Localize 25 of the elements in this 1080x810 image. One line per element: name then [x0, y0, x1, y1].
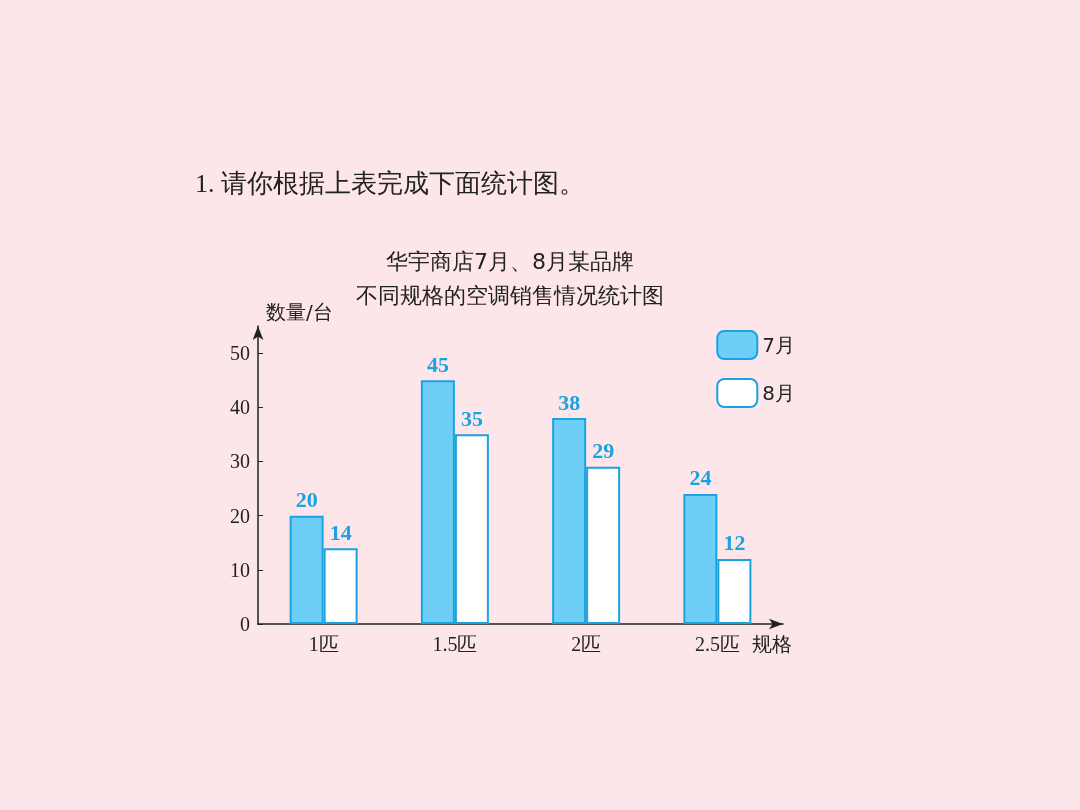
- data-label: 45: [426, 351, 449, 377]
- text: 1. 请你根据上表完成下面统计图。: [195, 168, 585, 198]
- x-tick-label: 2.5匹: [694, 633, 740, 655]
- y-tick-label: 20: [230, 504, 250, 527]
- data-label: 29: [592, 438, 615, 464]
- data-label: 14: [329, 519, 352, 545]
- data-label: 20: [295, 487, 318, 513]
- y-tick-label: 10: [230, 558, 250, 581]
- y-tick-label: 50: [230, 342, 250, 365]
- y-tick-label: 40: [230, 396, 250, 419]
- y-tick-label: 30: [230, 450, 250, 473]
- data-label: 38: [558, 389, 581, 415]
- data-label: 24: [689, 465, 712, 491]
- x-tick-label: 1.5匹: [432, 633, 478, 655]
- x-tick-label: 1匹: [308, 633, 339, 655]
- data-label: 12: [723, 530, 746, 556]
- y-tick-label: 0: [240, 613, 250, 635]
- data-label: 35: [460, 405, 483, 431]
- x-axis-title: 规格: [752, 632, 792, 656]
- y-axis-title: 数量/台: [266, 300, 333, 324]
- chart-subtitle: 不同规格的空调销售情况统计图: [356, 282, 664, 308]
- x-tick-label: 2匹: [571, 633, 602, 655]
- chart-title: 华宇商店7月、8月某品牌: [386, 248, 634, 274]
- legend-label: 8月: [762, 381, 796, 405]
- legend-label: 7月: [762, 333, 796, 357]
